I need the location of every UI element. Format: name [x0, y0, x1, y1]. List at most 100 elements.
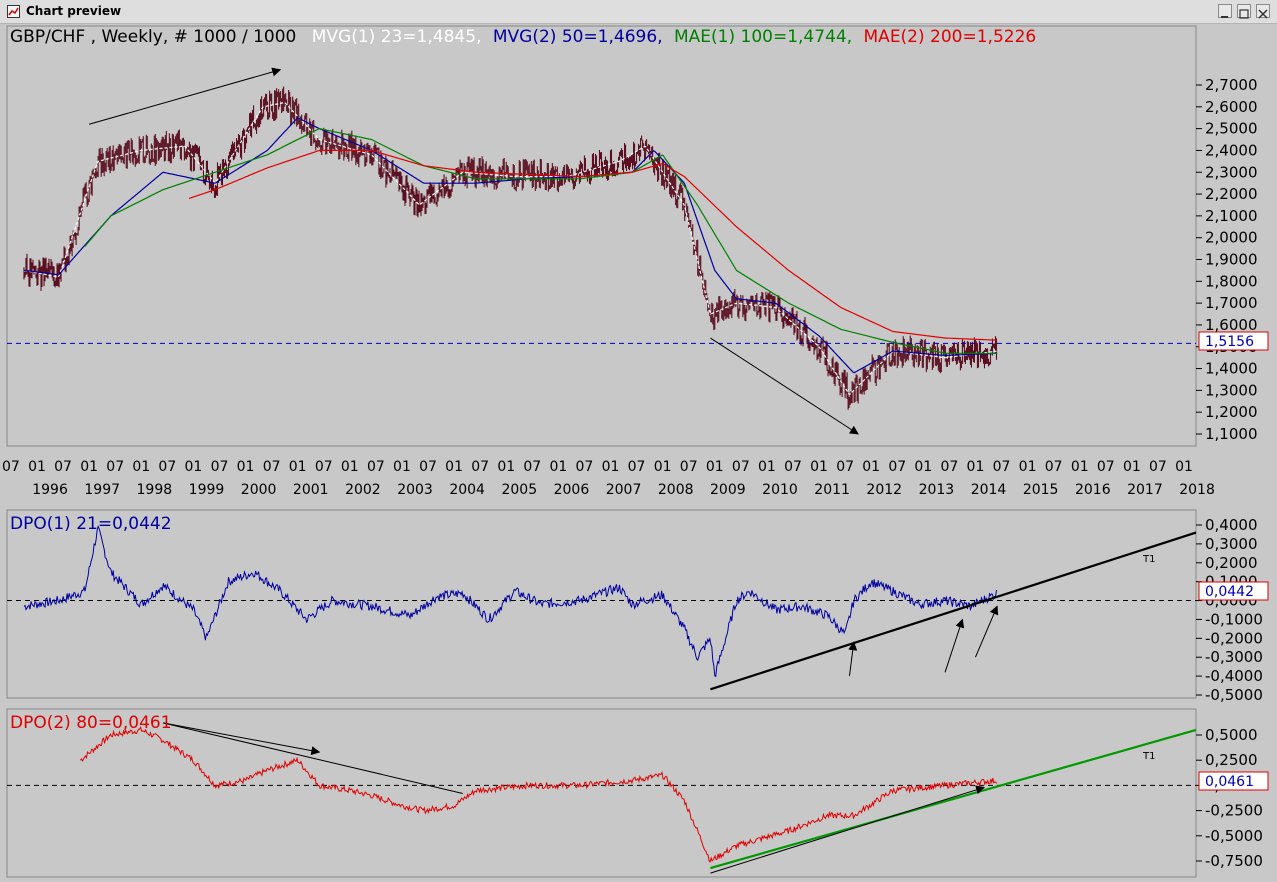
- main-y-tick-label: 2,0000: [1205, 229, 1258, 247]
- dpo2-plot-frame: [6, 708, 1197, 878]
- x-month-tick-label: 07: [211, 459, 229, 475]
- x-month-tick-label: 01: [758, 459, 776, 475]
- dpo1-trendline-t1: [710, 531, 1197, 691]
- x-year-tick-label: 2005: [501, 482, 537, 498]
- main-y-tick-label: 1,1000: [1205, 425, 1258, 443]
- x-year-tick-label: 2007: [606, 482, 642, 498]
- main-y-tick-label: 1,4000: [1205, 360, 1258, 378]
- dpo2-trend-arrow: [162, 722, 463, 794]
- caption-mvg2: MVG(2) 50=1,4696,: [493, 27, 663, 47]
- x-month-tick-label: 01: [341, 459, 359, 475]
- dpo1-plot-frame: [6, 509, 1197, 699]
- x-month-tick-label: 01: [132, 459, 150, 475]
- dpo2-trendline-t1: [710, 728, 1197, 870]
- dpo2-current-value-label: 0,0461: [1205, 774, 1254, 790]
- x-year-tick-label: 2013: [919, 482, 955, 498]
- window-title: Chart preview: [26, 4, 122, 18]
- x-month-tick-label: 01: [28, 459, 46, 475]
- x-month-tick-label: 01: [706, 459, 724, 475]
- x-month-tick-label: 07: [158, 459, 176, 475]
- x-month-tick-label: 01: [497, 459, 515, 475]
- x-month-tick-label: 07: [1149, 459, 1167, 475]
- dpo2-y-tick-label: -0,2500: [1205, 802, 1263, 820]
- chart-canvas[interactable]: 2,7000 2,6000 2,5000 2,4000 2,3000 2,2000 2,10…: [0, 24, 1277, 882]
- dpo2-y-tick-label: 0,5000: [1205, 726, 1258, 744]
- x-month-tick-label: 01: [1019, 459, 1037, 475]
- x-year-tick-label: 2017: [1127, 482, 1163, 498]
- dpo1-y-tick-label: -0,5000: [1205, 686, 1263, 704]
- dpo1-caption: DPO(1) 21=0,0442: [10, 514, 172, 534]
- x-month-tick-label: 01: [1071, 459, 1089, 475]
- main-y-tick-label: 1,3000: [1205, 381, 1258, 399]
- x-month-tick-label: 07: [419, 459, 437, 475]
- dpo1-y-tick-label: -0,1000: [1205, 610, 1263, 628]
- x-month-tick-label: 07: [1045, 459, 1063, 475]
- x-year-tick-label: 2010: [762, 482, 798, 498]
- x-month-tick-label: 07: [2, 459, 20, 475]
- x-month-tick-label: 07: [471, 459, 489, 475]
- x-month-tick-label: 01: [184, 459, 202, 475]
- x-month-tick-label: 07: [1097, 459, 1115, 475]
- main-y-tick-label: 2,6000: [1205, 98, 1258, 116]
- x-month-tick-label: 07: [993, 459, 1011, 475]
- main-y-tick-label: 2,5000: [1205, 120, 1258, 138]
- main-y-axis: 2,7000 2,6000 2,5000 2,4000 2,3000 2,2000 2,10…: [1196, 76, 1258, 443]
- dpo2-y-tick-label: 0,2500: [1205, 751, 1258, 769]
- x-year-tick-label: 2015: [1023, 482, 1059, 498]
- main-y-tick-label: 2,7000: [1205, 76, 1258, 94]
- x-month-tick-label: 01: [445, 459, 463, 475]
- x-month-tick-label: 01: [602, 459, 620, 475]
- main-x-axis: 07 01 07 01 07 01 07 01 07 01 07 01 07 01 07 01 07 01 07 01…: [2, 459, 1215, 498]
- x-year-tick-label: 2018: [1179, 482, 1215, 498]
- main-y-tick-label: 2,4000: [1205, 141, 1258, 159]
- x-month-tick-label: 01: [549, 459, 567, 475]
- dpo2-trendline-label: T1: [1142, 751, 1155, 762]
- close-icon: [1258, 9, 1268, 19]
- x-year-tick-label: 2003: [397, 482, 433, 498]
- x-year-tick-label: 2004: [449, 482, 485, 498]
- dpo1-y-tick-label: 0,2000: [1205, 554, 1258, 572]
- trend-arrow: [710, 337, 859, 435]
- x-year-tick-label: 1997: [84, 482, 120, 498]
- x-month-tick-label: 07: [888, 459, 906, 475]
- x-month-tick-label: 01: [1175, 459, 1193, 475]
- dpo1-touch-arrow: [848, 641, 858, 677]
- x-year-tick-label: 2001: [293, 482, 329, 498]
- x-month-tick-label: 01: [967, 459, 985, 475]
- dpo2-line: [80, 725, 998, 863]
- dpo1-line: [23, 525, 997, 678]
- x-year-tick-label: 1998: [137, 482, 173, 498]
- close-button[interactable]: [1256, 4, 1270, 19]
- x-year-tick-label: 2016: [1075, 482, 1111, 498]
- dpo1-plot: T1: [7, 525, 1197, 691]
- minimize-button[interactable]: [1218, 4, 1232, 18]
- main-plot-frame: [6, 25, 1197, 447]
- main-plot: [7, 67, 1196, 435]
- x-year-tick-label: 2000: [241, 482, 277, 498]
- x-month-tick-label: 01: [289, 459, 307, 475]
- maximize-button[interactable]: [1237, 4, 1251, 19]
- x-month-tick-label: 07: [628, 459, 646, 475]
- caption-symbol: GBP/CHF , Weekly, # 1000 / 1000: [10, 27, 296, 47]
- x-year-tick-label: 2002: [345, 482, 381, 498]
- dpo1-touch-arrow: [944, 618, 965, 673]
- x-month-tick-label: 07: [732, 459, 750, 475]
- x-year-tick-label: 2008: [658, 482, 694, 498]
- caption-mvg1: MVG(1) 23=1,4845,: [312, 27, 482, 47]
- dpo1-y-tick-label: 0,4000: [1205, 516, 1258, 534]
- x-month-tick-label: 07: [940, 459, 958, 475]
- x-month-tick-label: 01: [1123, 459, 1141, 475]
- main-current-value-box: [1198, 331, 1269, 351]
- main-y-tick-label: 2,3000: [1205, 163, 1258, 181]
- dpo2-y-tick-label: -0,7500: [1205, 852, 1263, 870]
- x-month-tick-label: 01: [914, 459, 932, 475]
- dpo2-y-tick-label: -0,5000: [1205, 827, 1263, 845]
- dpo1-y-tick-label: -0,2000: [1205, 629, 1263, 647]
- x-month-tick-label: 01: [393, 459, 411, 475]
- app-icon: [7, 5, 20, 18]
- main-y-tick-label: 2,2000: [1205, 185, 1258, 203]
- main-y-tick-label: 1,6000: [1205, 316, 1258, 334]
- main-y-tick-label: 2,1000: [1205, 207, 1258, 225]
- main-y-tick-label: 1,7000: [1205, 294, 1258, 312]
- x-month-tick-label: 01: [237, 459, 255, 475]
